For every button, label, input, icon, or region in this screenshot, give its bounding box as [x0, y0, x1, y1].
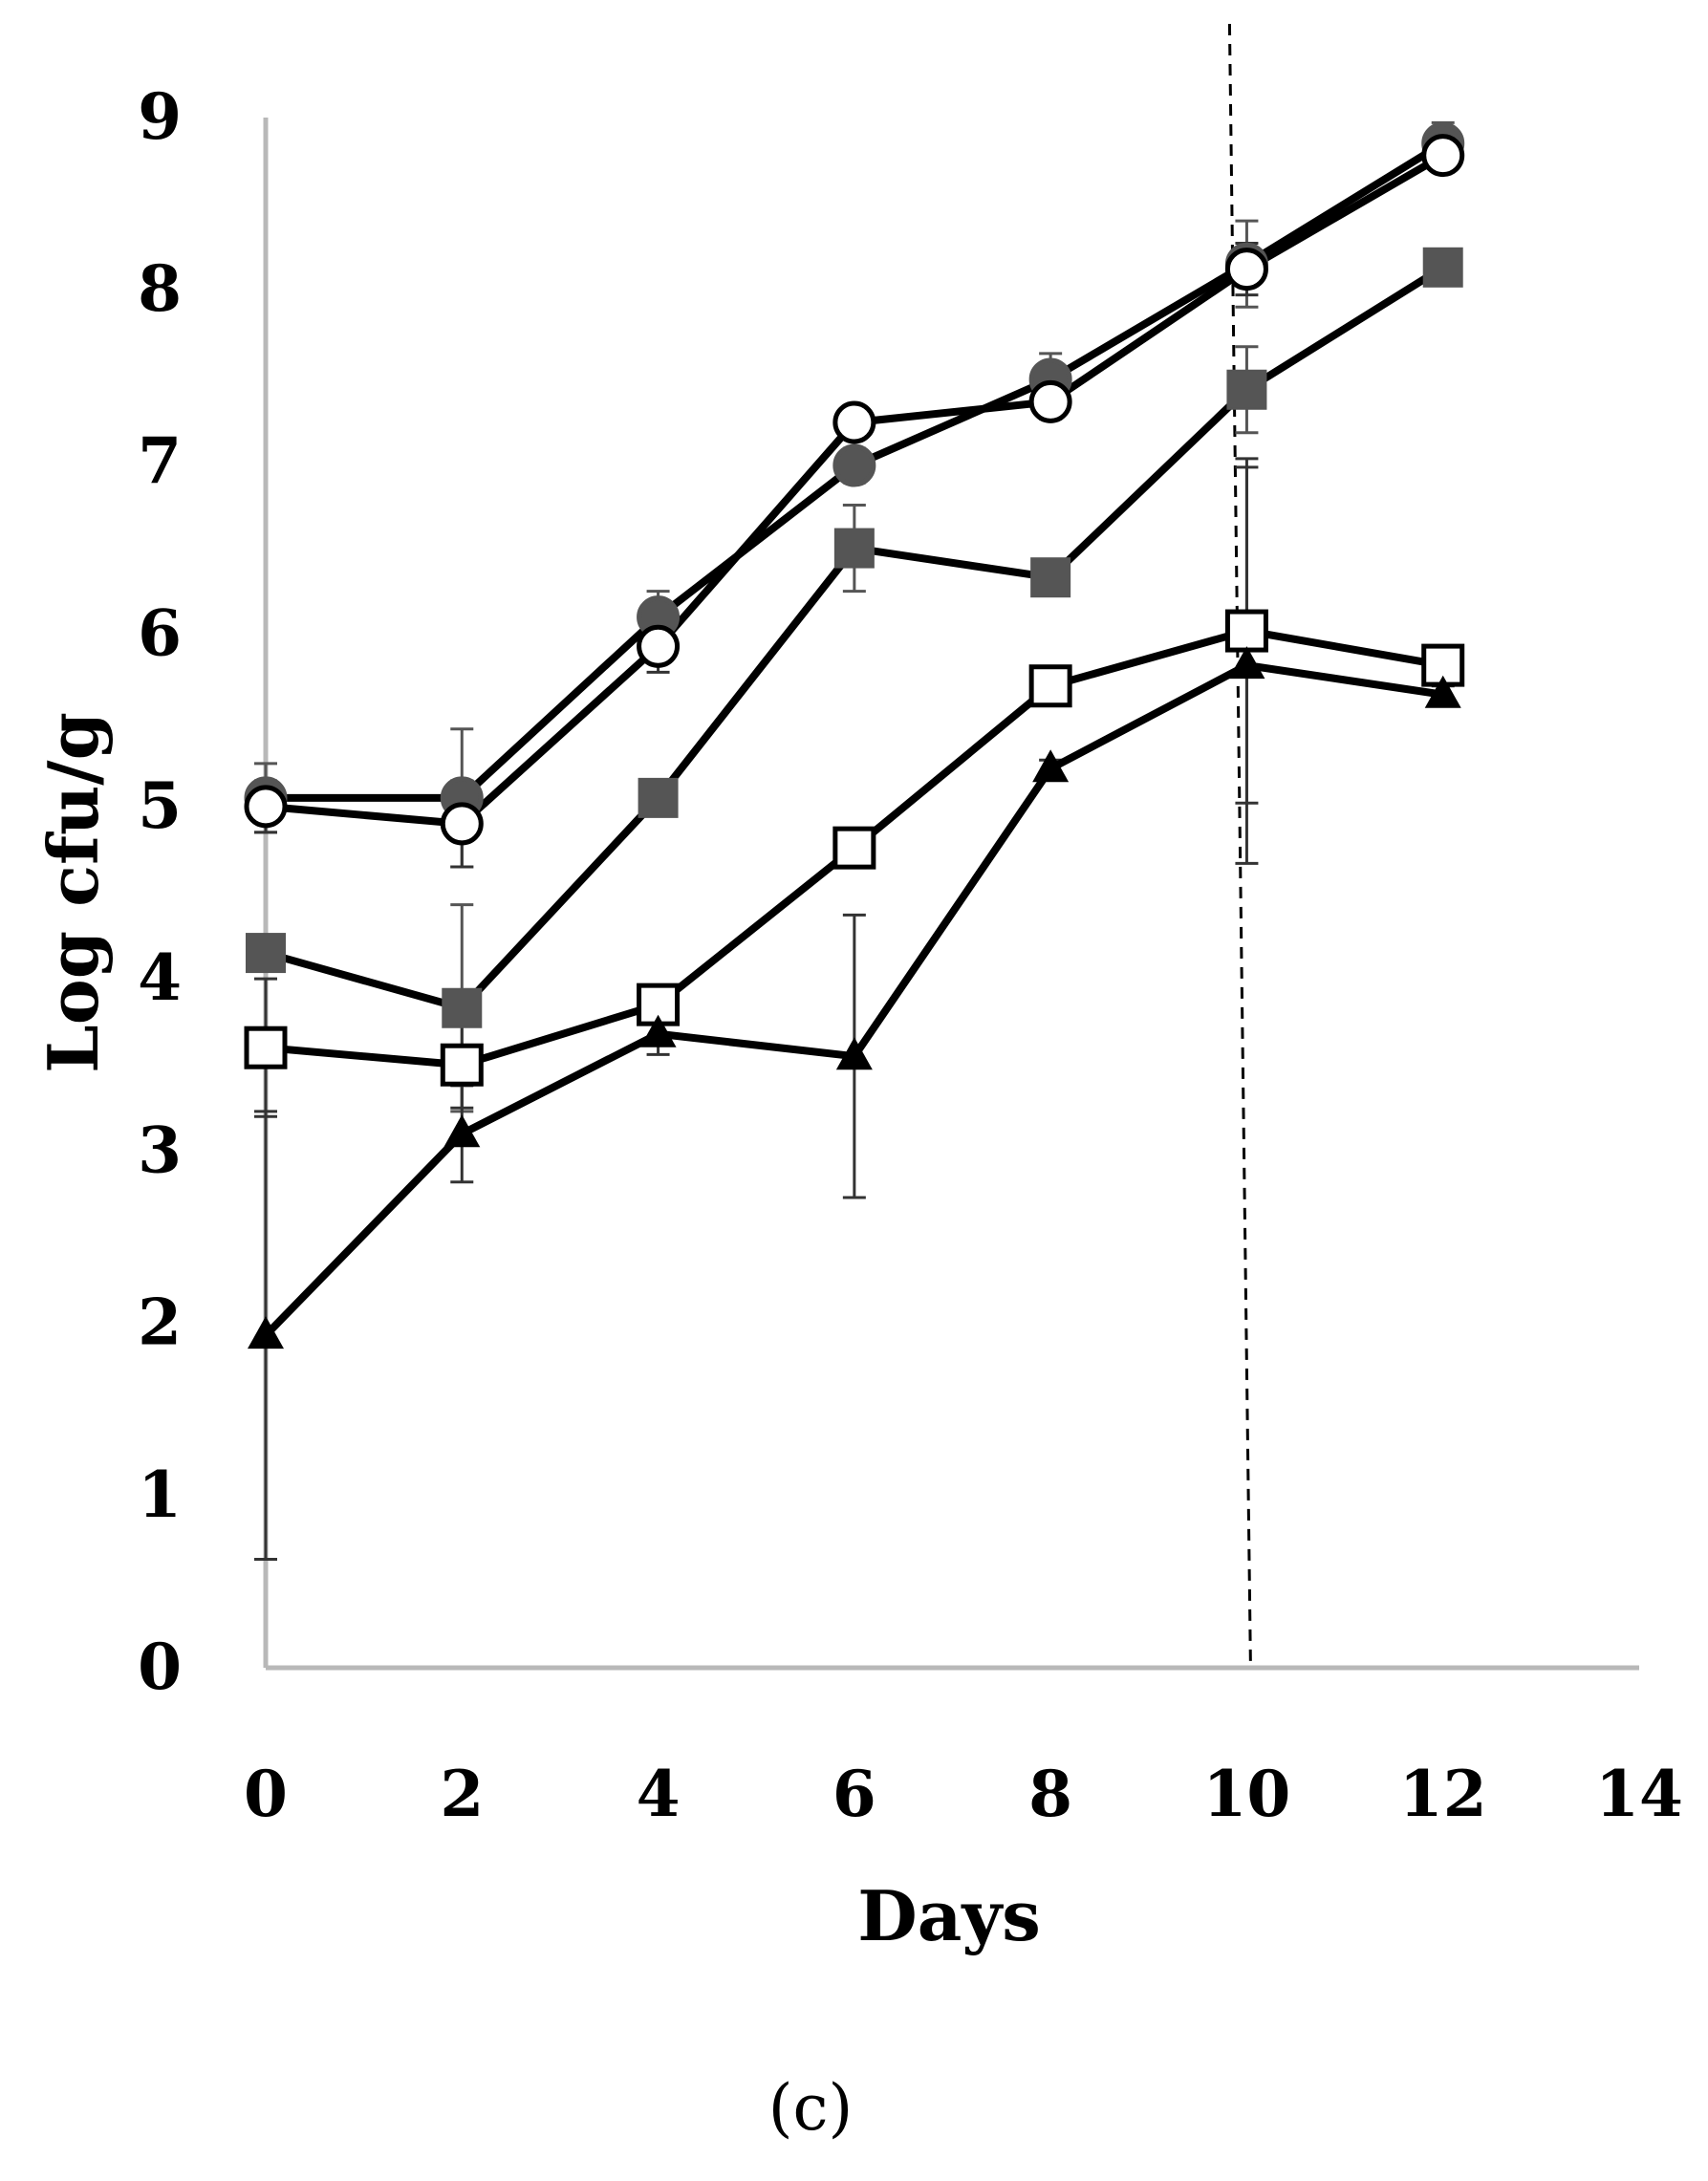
y-tick-label: 7 — [138, 423, 182, 498]
data-point — [1028, 379, 1072, 423]
y-tick-label: 2 — [138, 1285, 182, 1360]
x-tick-labels: 0 2 4 6 8 10 12 14 — [244, 1757, 1683, 1831]
data-point — [1421, 134, 1465, 178]
vertical-reference-line — [1227, 23, 1252, 1669]
x-tick-label: 0 — [244, 1757, 288, 1831]
data-point — [244, 785, 288, 829]
data-point — [1424, 675, 1461, 708]
y-tick-label: 3 — [138, 1112, 182, 1187]
y-tick-label: 8 — [138, 251, 182, 326]
data-point — [1422, 247, 1463, 288]
x-tick-label: 2 — [440, 1757, 484, 1831]
data-point — [833, 528, 875, 569]
data-point — [244, 1026, 288, 1069]
x-tick-label: 4 — [637, 1757, 681, 1831]
x-tick-label: 10 — [1202, 1757, 1290, 1831]
data-point — [638, 777, 679, 818]
y-tick-label: 4 — [138, 940, 182, 1015]
x-tick-label: 12 — [1399, 1757, 1487, 1831]
data-point — [639, 1014, 677, 1047]
data-point — [1226, 369, 1267, 410]
data-point — [443, 1114, 481, 1148]
data-point — [1224, 609, 1268, 653]
data-point — [832, 443, 876, 487]
data-point — [248, 1316, 284, 1350]
data-point — [246, 933, 286, 974]
x-tick-label: 8 — [1028, 1757, 1072, 1831]
data-point — [637, 624, 681, 668]
data-point — [440, 1043, 484, 1087]
data-point — [832, 400, 876, 444]
data-point — [835, 1037, 873, 1070]
data-point — [1228, 646, 1265, 680]
data-point — [1032, 749, 1070, 783]
x-tick-label: 6 — [832, 1757, 876, 1831]
y-axis-title: Log cfu/g — [32, 712, 114, 1073]
figure-caption: (c) — [768, 2071, 853, 2145]
data-point — [1028, 664, 1072, 708]
x-axis-title: Days — [857, 1875, 1040, 1956]
data-point — [1224, 248, 1268, 292]
data-point — [440, 802, 484, 846]
data-point — [442, 987, 483, 1028]
y-tick-label: 1 — [138, 1458, 182, 1532]
y-tick-label: 6 — [138, 596, 182, 671]
y-tick-labels: 0 1 2 3 4 5 6 7 8 9 — [138, 79, 182, 1704]
data-point — [832, 826, 876, 870]
dashed-reference-line — [1227, 23, 1252, 1669]
y-tick-label: 0 — [138, 1630, 182, 1704]
y-tick-label: 9 — [138, 79, 182, 154]
series-markers — [244, 121, 1465, 1350]
y-tick-label: 5 — [138, 768, 182, 843]
data-point — [1030, 557, 1071, 598]
x-tick-label: 14 — [1595, 1757, 1683, 1831]
